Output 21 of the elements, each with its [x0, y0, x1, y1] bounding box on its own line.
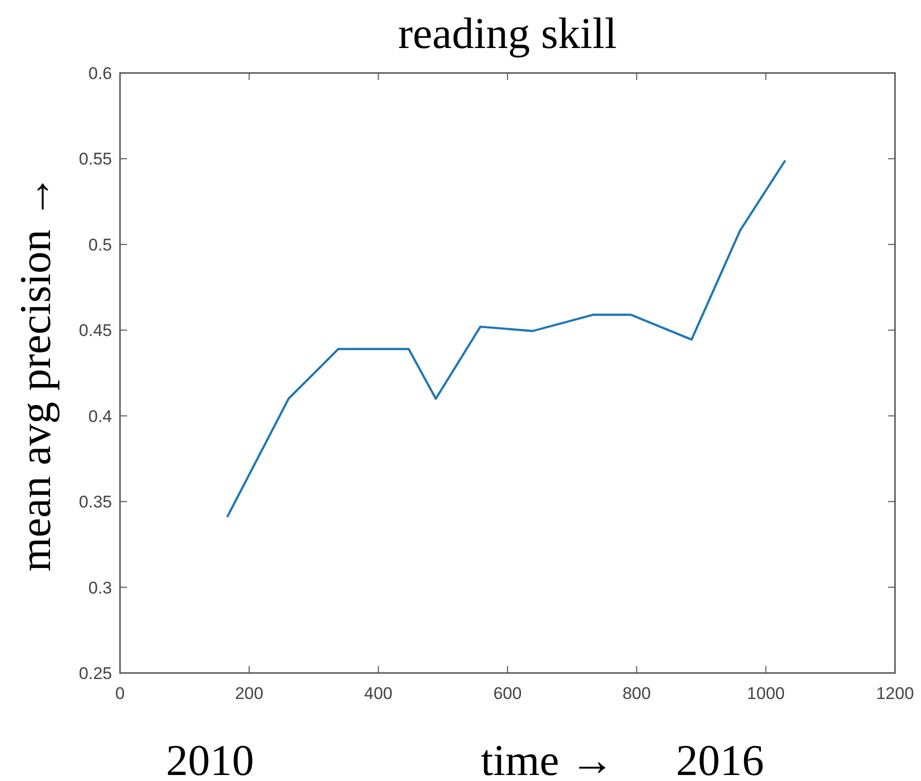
x-tick-label: 0: [115, 684, 125, 703]
x-tick-label: 1200: [876, 684, 914, 703]
y-tick-label: 0.4: [88, 406, 112, 426]
y-axis-title: mean avg precision →: [11, 174, 60, 572]
chart-title: reading skill: [398, 9, 617, 58]
y-tick-label: 0.45: [78, 321, 112, 340]
line-series: [226, 159, 786, 518]
y-tick-label: 0.6: [88, 64, 112, 83]
x-axis-title: time →: [480, 736, 614, 781]
x-tick-label: 1000: [746, 684, 785, 703]
y-tick-label: 0.25: [78, 664, 112, 683]
x-tick-label: 400: [364, 684, 393, 703]
text: 2016: [676, 736, 764, 781]
y-tick-label: 0.55: [78, 150, 112, 169]
y-tick-label: 0.5: [88, 235, 112, 254]
text: 2010: [166, 736, 254, 781]
y-tick-label: 0.35: [78, 492, 112, 512]
x-tick-label: 800: [622, 684, 651, 703]
x-tick-label: 600: [493, 684, 522, 703]
x-tick-label: 200: [234, 684, 264, 703]
y-tick-label: 0.3: [88, 578, 112, 598]
